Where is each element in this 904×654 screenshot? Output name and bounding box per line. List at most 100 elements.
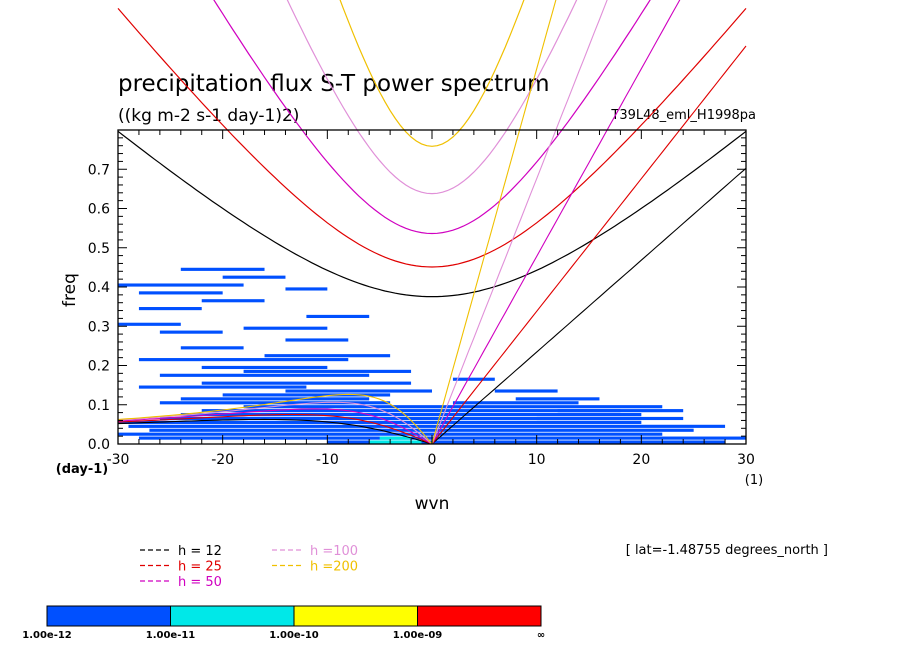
x-tick-label: 30 (737, 452, 755, 468)
spectrum-patch-32 (285, 287, 328, 291)
x-tick-label: 10 (528, 452, 546, 468)
spectrum-patch-39 (494, 389, 558, 393)
y-tick-label: 0.2 (88, 359, 110, 375)
spectrum-patch-0 (327, 440, 726, 444)
y-tick-label: 0.3 (88, 319, 110, 335)
colorbar-label-2: 1.00e-10 (269, 630, 319, 641)
curve-kelvin-h200 (431, 0, 557, 445)
spectrum-patch-37 (557, 409, 684, 413)
colorbar-swatch-1 (170, 605, 295, 627)
spectrum-patch-16 (201, 381, 412, 385)
spectrum-patch-17 (452, 377, 495, 381)
spectrum-patch-27 (118, 322, 181, 326)
curve-ig-h12 (117, 130, 747, 298)
spectrum-patch-38 (515, 397, 600, 401)
spectrum-patch-1 (138, 436, 746, 440)
x-tick-label: -20 (211, 452, 234, 468)
spectrum-patch-33 (118, 283, 244, 287)
latitude-note: [ lat=-1.48755 degrees_north ] (626, 543, 828, 558)
spectrum-patch-30 (201, 299, 265, 303)
plot-frame (117, 129, 747, 445)
curve-ig-h50 (213, 0, 651, 235)
y-tick-label: 0.0 (88, 437, 110, 453)
chart-subtitle: ((kg m-2 s-1 day-1)2) (118, 106, 299, 126)
spectrum-patch-24 (285, 338, 349, 342)
curve-ig-h200 (339, 0, 525, 147)
spectrum-patch-3 (149, 428, 694, 432)
curve-rossby-h100 (118, 401, 433, 444)
spectrum-patch-29 (138, 307, 202, 311)
spectrum-patch-19 (243, 369, 412, 373)
legend-label-h200: h =200 (310, 560, 358, 575)
spectrum-patch-2 (118, 432, 663, 436)
y-tick-label: 0.5 (88, 241, 110, 257)
curve-rossby-h12 (118, 418, 433, 444)
legend-label-h100: h =100 (310, 544, 358, 559)
spectrum-patch-14 (285, 389, 432, 393)
colorbar-swatch-3 (417, 605, 542, 627)
y-tick-label: 0.4 (88, 280, 110, 296)
y-tick-label: 0.7 (88, 162, 110, 178)
colorbar-swatch-0 (46, 605, 171, 627)
x-tick-label: 0 (428, 452, 437, 468)
spectrum-patch-36 (536, 416, 642, 421)
spectrum-patch-20 (201, 365, 328, 370)
legend-label-h12: h = 12 (178, 544, 222, 559)
colorbar-label-3: 1.00e-09 (393, 630, 443, 641)
x-tick-label: -30 (107, 452, 130, 468)
curve-kelvin-h50 (431, 0, 681, 445)
run-label: T39L48_eml_H1998pa (610, 108, 756, 123)
spectrum-patch-21 (138, 358, 349, 362)
spectrum-patch-6 (159, 416, 684, 421)
y-axis-unit: (day-1) (56, 462, 108, 477)
curve-ig-h100 (286, 0, 578, 195)
spectrum-patch-15 (138, 385, 307, 389)
colorbar: 1.00e-12 1.00e-11 1.00e-10 1.00e-09 ∞ (22, 605, 545, 641)
x-tick-label: -10 (316, 452, 339, 468)
spectrum-patch-7 (180, 412, 642, 417)
spectrum-patch-13 (222, 393, 391, 397)
curve-ig-h25 (117, 8, 747, 268)
axis-tick-labels: -30 -20 -10 0 10 20 30 0.0 0.1 0.2 0.3 0.4 0.5 0.6 0.7 (88, 162, 755, 468)
spectrum-patch-34 (222, 275, 286, 279)
axis-ticks (117, 129, 747, 445)
spectrum-patch-40 (369, 440, 422, 444)
spectrum-patches (118, 267, 746, 444)
spectrum-patch-41 (379, 436, 412, 440)
dispersion-curves-above-frame (117, 0, 747, 445)
curve-rossby-h200 (118, 393, 433, 444)
x-axis-label: wvn (415, 494, 450, 514)
chart-title: precipitation flux S-T power spectrum (118, 71, 550, 97)
colorbar-label-1: 1.00e-11 (146, 630, 196, 641)
spectrum-patch-26 (243, 326, 328, 330)
curve-rossby-h25 (118, 413, 433, 444)
spectrum-patch-8 (201, 409, 621, 413)
curve-kelvin-h25 (431, 45, 747, 445)
spectrum-patch-11 (452, 401, 579, 405)
y-tick-label: 0.6 (88, 202, 110, 218)
spectrum-patch-25 (159, 330, 223, 334)
x-tick-label: 20 (632, 452, 650, 468)
x-axis-unit: (1) (745, 473, 763, 488)
colorbar-label-0: 1.00e-12 (22, 630, 72, 641)
legend-label-h50: h = 50 (178, 575, 222, 590)
dispersion-curves (118, 393, 433, 444)
y-axis-label: freq (60, 273, 80, 307)
y-tick-label: 0.1 (88, 398, 110, 414)
colorbar-swatch-2 (293, 605, 418, 627)
spectrum-patch-12 (180, 397, 370, 401)
spectrum-patch-28 (306, 314, 370, 319)
curve-rossby-h50 (118, 408, 433, 444)
spectrum-patch-4 (128, 424, 726, 428)
spectrum-patch-35 (180, 267, 265, 271)
spectrum-patch-31 (138, 291, 223, 295)
curve-kelvin-h100 (431, 0, 608, 445)
spectrum-patch-5 (118, 420, 642, 424)
legend-label-h25: h = 25 (178, 560, 222, 575)
colorbar-label-4: ∞ (537, 630, 545, 641)
curve-kelvin-h12 (431, 167, 747, 445)
spectrum-patch-22 (264, 354, 391, 358)
spectrum-patch-23 (180, 346, 244, 350)
